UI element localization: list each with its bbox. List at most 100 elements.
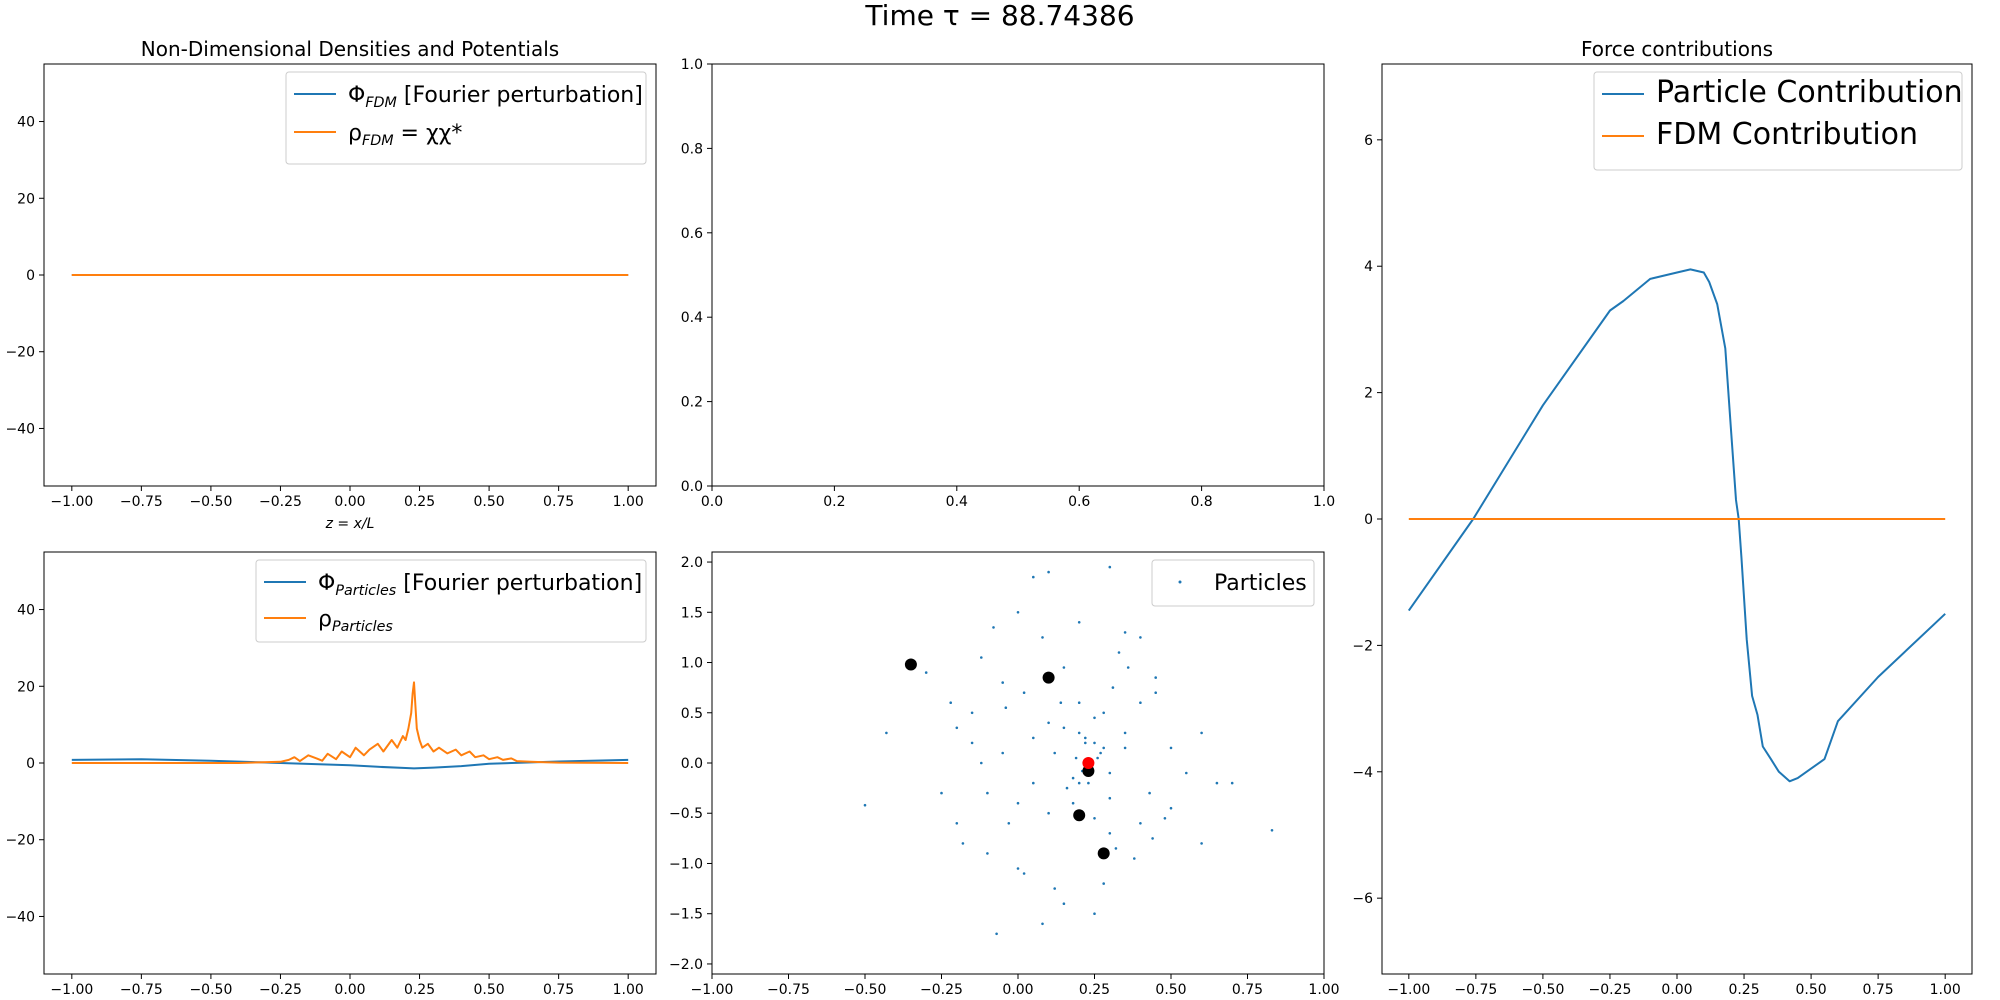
series-line (71, 681, 629, 764)
particle-point (1016, 867, 1020, 870)
x-tick-label: −0.50 (844, 982, 887, 998)
y-tick-label: −2 (1352, 638, 1373, 654)
legend: Particles (1151, 559, 1315, 607)
particle-point (986, 791, 989, 795)
particle-point (1148, 791, 1151, 795)
figure-suptitle: Time τ = 88.74386 (864, 0, 1134, 32)
legend: Particle Contribution FDM Contribution (1593, 71, 1963, 171)
x-tick-label: 0.75 (543, 494, 574, 510)
particle-point (1071, 801, 1075, 805)
particle-point (1139, 822, 1142, 825)
particle-point (1215, 781, 1219, 785)
marker-point (1042, 671, 1055, 684)
legend-label: ρParticles (318, 607, 393, 635)
particle-point (1123, 746, 1127, 750)
x-tick-label: −1.00 (50, 982, 93, 998)
x-tick-label: −0.50 (189, 494, 232, 510)
x-tick-label: −1.00 (691, 982, 734, 998)
particle-point (1200, 731, 1203, 735)
particle-point (1047, 811, 1050, 815)
y-tick-label: 1.0 (681, 57, 703, 73)
legend-label: ρFDM = χχ* (348, 121, 462, 149)
y-tick-label: 0.2 (681, 395, 703, 411)
x-tick-label: −1.00 (1387, 982, 1430, 998)
x-tick-label: 0.4 (946, 494, 968, 510)
particle-point (1001, 751, 1004, 755)
chart-particles-scatter: −1.00 −0.75 −0.50 −0.25 0.00 0.25 0.50 0.75 1.00… (669, 551, 1340, 998)
plot-area (71, 681, 629, 770)
x-tick-label: 1.00 (613, 982, 644, 998)
marker-point (1073, 809, 1086, 822)
chart-force: Force contributions −1.00 −0.75 −0.50 −0.25 0… (1352, 37, 1973, 998)
x-tick-label: −1.00 (50, 494, 93, 510)
x-tick-label: −0.75 (1454, 982, 1497, 998)
particle-point (1093, 741, 1096, 745)
particle-point (1077, 621, 1081, 624)
y-tick-label: 0 (26, 756, 35, 772)
particle-point (1169, 806, 1173, 810)
x-tick-label: 0.6 (1068, 494, 1090, 510)
particle-point (1065, 786, 1069, 790)
particle-point (1059, 701, 1063, 704)
chart-empty: 0.0 0.2 0.4 0.6 0.8 1.0 0.0 0.2 0.4 0.6 0.8 1.0 (681, 57, 1335, 510)
particle-point (1032, 781, 1035, 785)
legend-label: ΦFDM [Fourier perturbation] (348, 83, 643, 111)
particle-point (1108, 832, 1112, 835)
particle-point (940, 791, 943, 795)
legend-label: FDM Contribution (1656, 117, 1918, 152)
particle-point (1001, 681, 1004, 684)
series-line (1407, 268, 1946, 783)
y-tick-label: −1.0 (669, 856, 703, 872)
axes-frame (43, 63, 657, 487)
particle-point (1007, 822, 1011, 825)
particle-point (1004, 706, 1008, 709)
particle-point (1133, 857, 1136, 860)
particle-point (1041, 922, 1044, 926)
particle-point (992, 626, 995, 629)
marker-point (1097, 847, 1110, 860)
particle-point (1084, 741, 1087, 745)
particle-point (1139, 636, 1142, 639)
particle-point (1200, 842, 1203, 845)
axes-frame (711, 63, 1325, 487)
particle-point (986, 852, 989, 855)
x-tick-label: 0.50 (1155, 982, 1186, 998)
particle-point (955, 726, 959, 730)
particle-point (1032, 575, 1035, 579)
y-tick-label: −1.5 (669, 907, 703, 923)
particle-point (1053, 751, 1056, 755)
particle-point (1163, 817, 1167, 820)
y-tick-label: 0.0 (681, 479, 703, 495)
chart-title: Force contributions (1581, 37, 1773, 61)
particle-point (1108, 796, 1112, 800)
x-tick-label: 0.8 (1190, 494, 1212, 510)
x-tick-label: 0.75 (1863, 982, 1894, 998)
particle-point (1114, 847, 1118, 850)
particle-point (1123, 631, 1127, 634)
particle-point (1154, 691, 1157, 694)
legend-label: ΦParticles [Fourier perturbation] (318, 571, 642, 599)
particle-point (980, 656, 983, 659)
x-tick-label: 1.0 (1313, 494, 1335, 510)
particle-point (1270, 829, 1274, 832)
particle-point (1084, 736, 1087, 740)
axes-frame (43, 551, 657, 975)
axes-frame (711, 551, 1325, 975)
y-tick-label: 2 (1364, 386, 1373, 402)
particle-point (1108, 771, 1112, 775)
x-tick-label: −0.25 (920, 982, 963, 998)
x-axis-label: z = x/L (325, 516, 375, 532)
particle-point (1123, 731, 1127, 735)
y-tick-label: 1.0 (681, 656, 703, 672)
particle-point (1074, 756, 1078, 760)
x-tick-label: −0.50 (1521, 982, 1564, 998)
x-tick-label: 0.00 (1002, 982, 1033, 998)
marker-point (1082, 757, 1095, 769)
y-tick-label: 0.6 (681, 226, 703, 242)
particle-point (1022, 872, 1026, 875)
x-tick-label: 0.0 (701, 494, 723, 510)
particle-point (970, 711, 974, 715)
particle-point (1096, 756, 1099, 760)
x-tick-label: −0.25 (259, 494, 302, 510)
